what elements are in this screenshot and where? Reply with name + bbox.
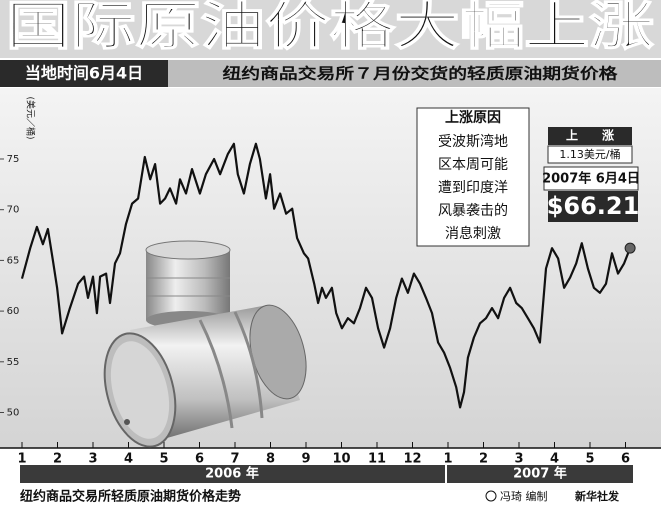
chart-title: 国际原油价格大幅上涨 <box>6 0 654 57</box>
subtitle: 纽约商品交易所７月份交货的轻质原油期货价格 <box>223 65 619 83</box>
x-tick-label: 7 <box>230 452 239 467</box>
year-label: 2006 年 <box>205 466 259 482</box>
x-tick-label: 3 <box>88 452 97 467</box>
date-label-box <box>543 166 639 191</box>
x-tick-label: 6 <box>621 452 630 467</box>
x-tick-label: 9 <box>301 452 310 467</box>
price-label-box <box>548 191 638 222</box>
x-tick-label: 12 <box>403 452 421 467</box>
barrel-illustration <box>103 240 307 448</box>
x-tick-label: 10 <box>332 452 350 467</box>
x-tick-label: 6 <box>195 452 204 467</box>
reason-line: 区本周可能 <box>438 157 508 173</box>
x-tick-label: 4 <box>124 452 133 467</box>
x-tick-label: 1 <box>443 452 452 467</box>
title-band <box>0 0 661 58</box>
reason-line: 风暴袭击的 <box>438 203 508 219</box>
x-tick-label: 3 <box>514 452 523 467</box>
rise-label-box <box>548 127 632 145</box>
date-tag: 当地时间6月4日 <box>25 64 143 83</box>
year-label: 2007 年 <box>513 466 567 482</box>
y-tick-label: 55 <box>7 357 20 368</box>
y-tick-label: 50 <box>7 408 20 419</box>
end-point <box>624 242 636 254</box>
y-tick-label: 60 <box>7 306 20 317</box>
year-bar <box>20 465 445 483</box>
y-tick-label: 65 <box>7 255 20 266</box>
x-tick-label: 2 <box>53 452 62 467</box>
rise-value: 1.13美元/桶 <box>559 147 620 161</box>
x-tick-label: 1 <box>17 452 26 467</box>
price-line <box>20 142 632 409</box>
date-tag-box <box>0 60 168 87</box>
x-tick-label: 8 <box>266 452 275 467</box>
x-tick-label: 4 <box>550 452 559 467</box>
credit: 冯琦 编制 <box>500 489 548 503</box>
footer-title: 纽约商品交易所轻质原油期货价格走势 <box>20 489 241 505</box>
reason-line: 受波斯湾地 <box>438 133 508 150</box>
y-axis-label: (美元／桶) <box>25 96 37 139</box>
x-tick-label: 5 <box>585 452 594 467</box>
publisher: 新华社发 <box>575 489 620 503</box>
rise-value-box <box>547 145 633 164</box>
reason-box <box>416 107 530 247</box>
price-label: $66.21 <box>547 192 640 220</box>
year-bar <box>447 465 633 483</box>
y-tick-label: 70 <box>7 205 20 216</box>
x-tick-label: 2 <box>479 452 488 467</box>
reason-line: 消息刺激 <box>445 225 501 242</box>
x-tick-label: 5 <box>159 452 168 467</box>
reason-line: 遭到印度洋 <box>438 180 508 196</box>
rise-label: 上 涨 <box>566 128 614 143</box>
y-tick-label: 75 <box>7 154 20 165</box>
reason-title: 上涨原因 <box>445 110 501 126</box>
date-label: 2007年 6月4日 <box>542 171 640 187</box>
x-tick-label: 11 <box>368 452 386 467</box>
credit-icon <box>485 490 497 502</box>
